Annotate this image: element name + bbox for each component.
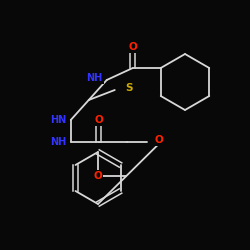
Text: NH: NH <box>86 73 103 83</box>
Text: S: S <box>125 83 132 93</box>
Text: O: O <box>94 171 102 181</box>
Text: HN: HN <box>50 115 67 125</box>
Text: NH: NH <box>50 137 67 147</box>
Text: O: O <box>155 135 164 145</box>
Text: O: O <box>94 115 103 125</box>
Text: O: O <box>128 42 137 52</box>
